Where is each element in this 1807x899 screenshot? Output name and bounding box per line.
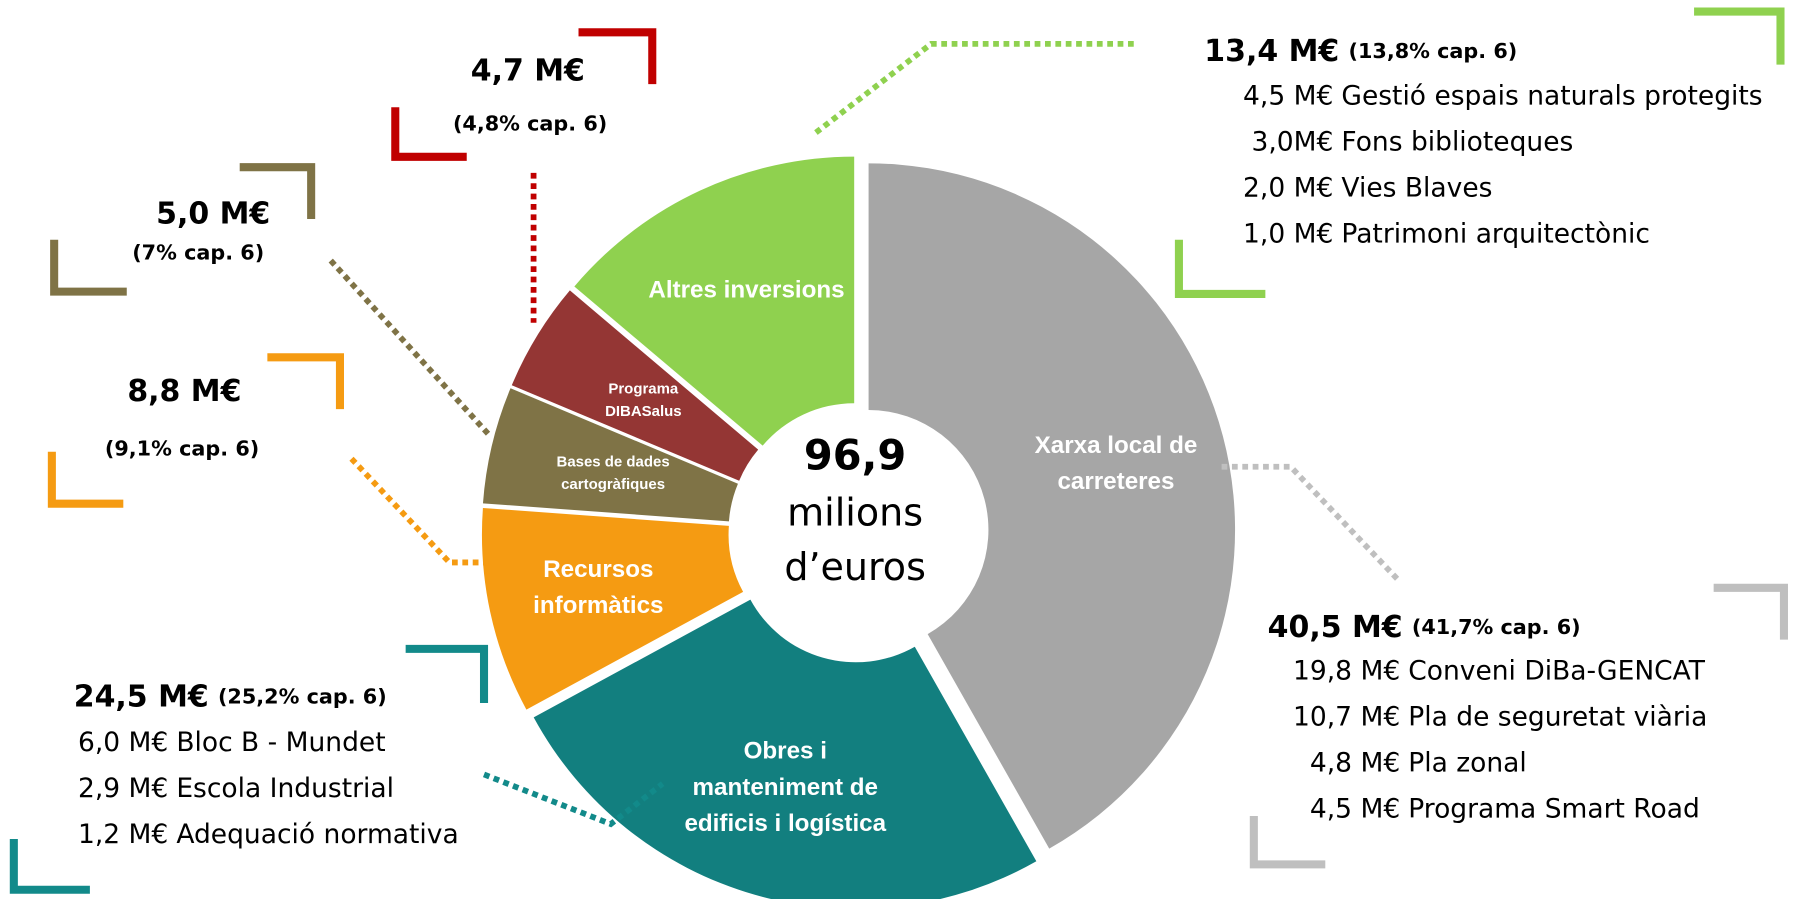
total-caption: d’euros	[784, 545, 926, 589]
value-label: 4,7 M€	[471, 53, 585, 88]
slice-label: manteniment de	[693, 774, 878, 801]
detail-name: Pla zonal	[1408, 748, 1527, 779]
bracket	[1249, 815, 1326, 869]
leader-line	[814, 40, 1136, 135]
value-label: 40,5 M€ (41,7% cap. 6)	[1268, 610, 1581, 645]
bracket	[391, 107, 467, 161]
bracket	[1694, 7, 1785, 65]
value-text: 13,4 M€	[1204, 33, 1339, 68]
detail-name: Gestió espais naturals protegits	[1341, 80, 1762, 111]
total-value: 96,9	[804, 431, 906, 480]
slice	[481, 507, 744, 710]
detail-amount: 6,0 M€	[78, 727, 168, 758]
slice-label: informàtics	[533, 592, 663, 619]
leader-line	[328, 258, 492, 438]
value-text: 8,8 M€	[127, 373, 241, 408]
slice-label: Programa	[608, 380, 679, 397]
value-text: 40,5 M€	[1268, 610, 1403, 645]
detail-name: Escola Industrial	[176, 773, 394, 804]
slice-label: Altres inversions	[648, 276, 844, 303]
detail-amount: 2,0 M€	[1243, 173, 1333, 204]
slice-label: Xarxa local de	[1035, 432, 1198, 459]
detail-amount: 10,7 M€	[1293, 702, 1400, 733]
detail-name: Adequació normativa	[176, 819, 458, 850]
bracket	[578, 28, 657, 85]
share-label: (9,1% cap. 6)	[105, 437, 259, 461]
detail-name: Pla de seguretat viària	[1408, 702, 1707, 733]
detail-name: Vies Blaves	[1341, 173, 1492, 204]
slice	[511, 290, 759, 481]
slice-label: Recursos	[543, 556, 653, 583]
bracket	[267, 353, 344, 410]
slice	[482, 388, 738, 522]
slice	[868, 163, 1236, 849]
value-label: 13,4 M€ (13,8% cap. 6)	[1204, 33, 1517, 68]
bracket	[9, 839, 90, 894]
leader-line	[349, 456, 490, 566]
share-label: (4,8% cap. 6)	[453, 112, 607, 136]
detail-amount: 19,8 M€	[1293, 655, 1400, 686]
value-text: 24,5 M€	[74, 679, 209, 714]
slice-label: carreteres	[1057, 468, 1174, 495]
bracket	[239, 163, 316, 220]
leader-line	[1221, 463, 1403, 585]
bracket	[1713, 583, 1788, 640]
detail-name: Patrimoni arquitectònic	[1341, 219, 1650, 250]
detail-name: Programa Smart Road	[1408, 794, 1700, 825]
total-caption: milions	[787, 491, 923, 535]
detail-amount: 4,8 M€	[1310, 748, 1400, 779]
detail-name: Fons biblioteques	[1341, 126, 1573, 157]
slice-label: edificis i logística	[684, 810, 886, 837]
bracket	[1174, 239, 1266, 298]
bracket	[47, 451, 124, 508]
slice-label: cartogràfiques	[561, 476, 665, 493]
detail-name: Conveni DiBa-GENCAT	[1408, 655, 1705, 686]
detail-amount: 1,2 M€	[78, 819, 168, 850]
share-label: (41,7% cap. 6)	[1412, 615, 1581, 639]
slice	[533, 599, 1037, 899]
value-label: 5,0 M€	[156, 196, 270, 231]
bracket	[405, 644, 489, 704]
detail-amount: 1,0 M€	[1243, 219, 1333, 250]
detail-amount: 4,5 M€	[1243, 80, 1333, 111]
share-label: (13,8% cap. 6)	[1348, 39, 1517, 63]
detail-amount: 3,0M€	[1251, 126, 1333, 157]
slice-label: DIBASalus	[605, 403, 682, 420]
detail-name: Bloc B - Mundet	[176, 727, 385, 758]
slice-label: Obres i	[744, 737, 827, 764]
detail-amount: 4,5 M€	[1310, 794, 1400, 825]
share-label: (25,2% cap. 6)	[218, 684, 387, 708]
leader-line	[482, 771, 665, 828]
share-label: (7% cap. 6)	[132, 241, 264, 265]
value-label: 24,5 M€ (25,2% cap. 6)	[74, 679, 387, 714]
value-label: 8,8 M€	[127, 373, 241, 408]
value-text: 5,0 M€	[156, 196, 270, 231]
detail-amount: 2,9 M€	[78, 773, 168, 804]
bracket	[50, 239, 127, 296]
slice-label: Bases de dades	[557, 453, 670, 470]
value-text: 4,7 M€	[471, 53, 585, 88]
slice	[574, 156, 855, 446]
